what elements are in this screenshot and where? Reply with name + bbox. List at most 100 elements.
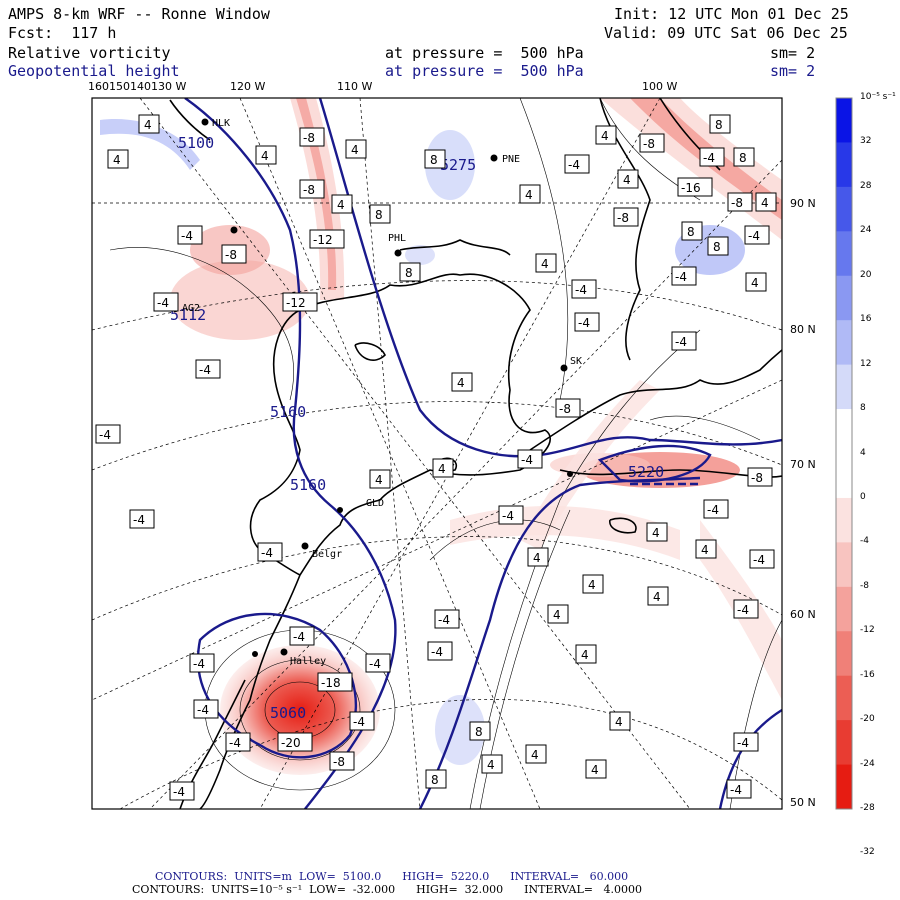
vorticity-label: -4	[730, 783, 742, 797]
vorticity-label: -4	[133, 513, 145, 527]
vorticity-label: 4	[144, 118, 152, 132]
colorbar-units: 10⁻⁵ s⁻¹	[860, 92, 896, 102]
vorticity-label: -4	[197, 703, 209, 717]
vorticity-label: 4	[591, 763, 599, 777]
vorticity-label: -4	[157, 296, 169, 310]
vorticity-label: -4	[737, 603, 749, 617]
vorticity-label: -4	[675, 270, 687, 284]
height-label: 5160	[270, 403, 306, 421]
colorbar-tick-label: 28	[860, 181, 871, 191]
vorticity-label: -12	[286, 296, 306, 310]
vorticity-label: 8	[687, 225, 695, 239]
colorbar-tick-label: -24	[860, 759, 875, 769]
vorticity-label: -4	[675, 335, 687, 349]
vorticity-label: -8	[617, 211, 629, 225]
vorticity-label: 8	[475, 725, 483, 739]
colorbar	[836, 98, 852, 810]
colorbar-swatch	[836, 676, 852, 721]
vorticity-label: -8	[225, 248, 237, 262]
vorticity-label: 4	[541, 257, 549, 271]
colorbar-tick-label: 8	[860, 403, 866, 413]
vorticity-label: -4	[99, 428, 111, 442]
colorbar-tick-label: -8	[860, 581, 869, 591]
vorticity-label: -4	[369, 657, 381, 671]
height-label: 5060	[270, 704, 306, 722]
vorticity-label: -4	[229, 736, 241, 750]
vorticity-label: 4	[623, 173, 631, 187]
vorticity-label: -4	[193, 657, 205, 671]
vorticity-label: 4	[533, 551, 541, 565]
vorticity-label: -4	[261, 546, 273, 560]
vorticity-label: -8	[731, 196, 743, 210]
vorticity-label: -4	[438, 613, 450, 627]
vorticity-label: 4	[438, 462, 446, 476]
vorticity-label: -4	[753, 553, 765, 567]
station-label: Halley	[290, 656, 326, 667]
vorticity-label: -4	[199, 363, 211, 377]
footer-height-contours: CONTOURS: UNITS=m LOW= 5100.0 HIGH= 5220…	[155, 870, 628, 883]
colorbar-swatch	[836, 365, 852, 410]
vorticity-label: -20	[281, 736, 301, 750]
vorticity-label: -4	[703, 151, 715, 165]
colorbar-swatch	[836, 587, 852, 632]
vorticity-label: 8	[713, 240, 721, 254]
vorticity-label: -4	[748, 229, 760, 243]
station-label: PNE	[502, 154, 520, 165]
vorticity-label: 8	[715, 118, 723, 132]
vorticity-label: 4	[487, 758, 495, 772]
colorbar-tick-label: -32	[860, 847, 875, 857]
colorbar-tick-label: 24	[860, 225, 871, 235]
station-label: HLK	[212, 118, 230, 129]
colorbar-swatch	[836, 276, 852, 321]
station-label: GLD	[366, 498, 384, 509]
vorticity-label: 4	[701, 543, 709, 557]
colorbar-swatch	[836, 231, 852, 276]
colorbar-swatch	[836, 542, 852, 587]
vorticity-label: 4	[615, 715, 623, 729]
vorticity-label: -8	[559, 402, 571, 416]
vorticity-label: 8	[739, 151, 747, 165]
vorticity-label: -4	[575, 283, 587, 297]
vorticity-label: -16	[681, 181, 701, 195]
colorbar-swatch	[836, 98, 852, 143]
vorticity-label: 4	[457, 376, 465, 390]
vorticity-map: 5100 5275 5112 5160 5160 5220 5060 HLK P…	[0, 0, 900, 900]
height-label: 5220	[628, 463, 664, 481]
vorticity-label: -8	[303, 131, 315, 145]
height-label: 5100	[178, 134, 214, 152]
vorticity-label: -4	[181, 229, 193, 243]
colorbar-tick-label: 0	[860, 492, 866, 502]
vorticity-label: -8	[303, 183, 315, 197]
vorticity-label: -4	[521, 453, 533, 467]
vorticity-label: -18	[321, 676, 341, 690]
vorticity-label: 4	[588, 578, 596, 592]
vorticity-label: 4	[601, 129, 609, 143]
colorbar-tick-label: 20	[860, 270, 871, 280]
vorticity-label: -8	[751, 471, 763, 485]
colorbar-tick-label: -4	[860, 536, 869, 546]
vorticity-label: 4	[113, 153, 121, 167]
vorticity-label: 4	[261, 149, 269, 163]
vorticity-label: 4	[761, 196, 769, 210]
vorticity-label: 8	[431, 773, 439, 787]
colorbar-tick-label: 12	[860, 359, 871, 369]
colorbar-tick-label: 4	[860, 448, 866, 458]
height-label: 5160	[290, 476, 326, 494]
vorticity-label: 4	[751, 276, 759, 290]
vorticity-label: -12	[313, 233, 333, 247]
vorticity-label: -4	[568, 158, 580, 172]
vorticity-label: -4	[707, 503, 719, 517]
colorbar-swatch	[836, 631, 852, 676]
colorbar-swatch	[836, 187, 852, 232]
colorbar-tick-label: 16	[860, 314, 871, 324]
colorbar-tick-label: -12	[860, 625, 875, 635]
vorticity-label: 8	[430, 153, 438, 167]
colorbar-tick-label: 32	[860, 136, 871, 146]
vorticity-label: -4	[173, 785, 185, 799]
colorbar-swatch	[836, 720, 852, 765]
vorticity-label: -4	[353, 715, 365, 729]
colorbar-tick-label: -16	[860, 670, 875, 680]
colorbar-swatch	[836, 320, 852, 365]
vorticity-label: 8	[375, 208, 383, 222]
colorbar-tick-label: -20	[860, 714, 875, 724]
